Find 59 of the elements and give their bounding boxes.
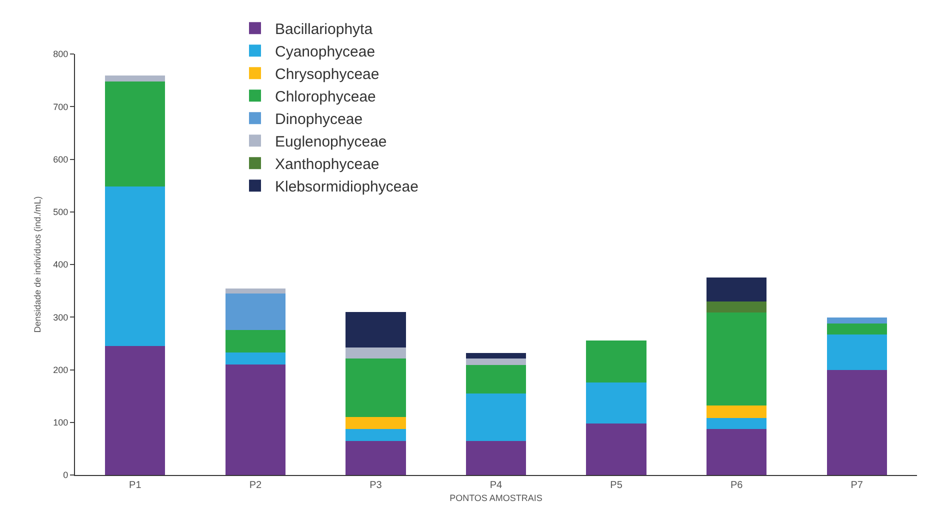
bar bbox=[225, 288, 286, 294]
bar bbox=[466, 440, 526, 475]
legend-label: Chlorophyceae bbox=[275, 88, 376, 106]
bar bbox=[826, 370, 887, 475]
y-tick-label: 700 bbox=[53, 102, 68, 112]
legend-label: Klebsormidiophyceae bbox=[275, 178, 418, 196]
bar bbox=[105, 346, 166, 475]
y-tick-label: 400 bbox=[53, 260, 68, 270]
y-axis-title: Densidade de indivíduos (ind./mL) bbox=[32, 196, 43, 333]
y-tick-label: 600 bbox=[53, 154, 68, 164]
x-axis-title: PONTOS AMOSTRAIS bbox=[450, 492, 542, 503]
x-tick-label: P5 bbox=[610, 480, 623, 491]
y-tick-label: 800 bbox=[53, 49, 68, 60]
bar bbox=[826, 334, 887, 370]
bar bbox=[225, 364, 286, 475]
bar bbox=[346, 312, 406, 348]
bar bbox=[225, 352, 286, 364]
bar bbox=[346, 348, 406, 359]
bar bbox=[346, 440, 406, 475]
bar bbox=[105, 186, 166, 346]
bar bbox=[346, 417, 406, 430]
x-tick-label: P4 bbox=[490, 480, 503, 491]
legend-label: Bacillariophyta bbox=[275, 21, 374, 38]
bar bbox=[826, 323, 887, 334]
bar bbox=[346, 429, 406, 441]
legend-label: Xanthophyceae bbox=[275, 156, 380, 173]
bar bbox=[706, 406, 767, 418]
bar bbox=[466, 365, 526, 394]
bar bbox=[586, 382, 646, 424]
y-tick-label: 300 bbox=[53, 312, 68, 322]
bar bbox=[706, 429, 767, 475]
y-tick-label: 500 bbox=[53, 207, 68, 218]
bar bbox=[105, 81, 166, 187]
bar bbox=[346, 358, 406, 418]
x-tick-label: P6 bbox=[730, 480, 744, 491]
legend-label: Cyanophyceae bbox=[275, 44, 376, 60]
bar bbox=[706, 418, 767, 430]
x-tick-label: P2 bbox=[249, 480, 262, 491]
bar bbox=[466, 358, 526, 366]
bar bbox=[466, 393, 526, 441]
bar bbox=[225, 293, 286, 330]
legend-label: Euglenophyceae bbox=[275, 134, 387, 150]
bar bbox=[706, 301, 767, 312]
bar bbox=[105, 76, 166, 82]
bar bbox=[586, 340, 646, 382]
x-tick-label: P1 bbox=[129, 480, 142, 491]
legend-label: Dinophyceae bbox=[275, 111, 363, 128]
y-tick-label: 200 bbox=[53, 364, 68, 375]
bar bbox=[225, 330, 286, 352]
bar bbox=[466, 352, 526, 359]
x-tick-label: P7 bbox=[850, 480, 864, 491]
bar bbox=[586, 423, 646, 475]
bar bbox=[706, 312, 767, 406]
bar bbox=[706, 278, 767, 302]
legend-label: Chrysophyceae bbox=[275, 66, 380, 83]
y-tick-label: 100 bbox=[53, 418, 68, 428]
bar bbox=[826, 318, 887, 324]
y-tick-label: 0 bbox=[63, 470, 68, 480]
x-tick-label: P3 bbox=[370, 480, 382, 491]
